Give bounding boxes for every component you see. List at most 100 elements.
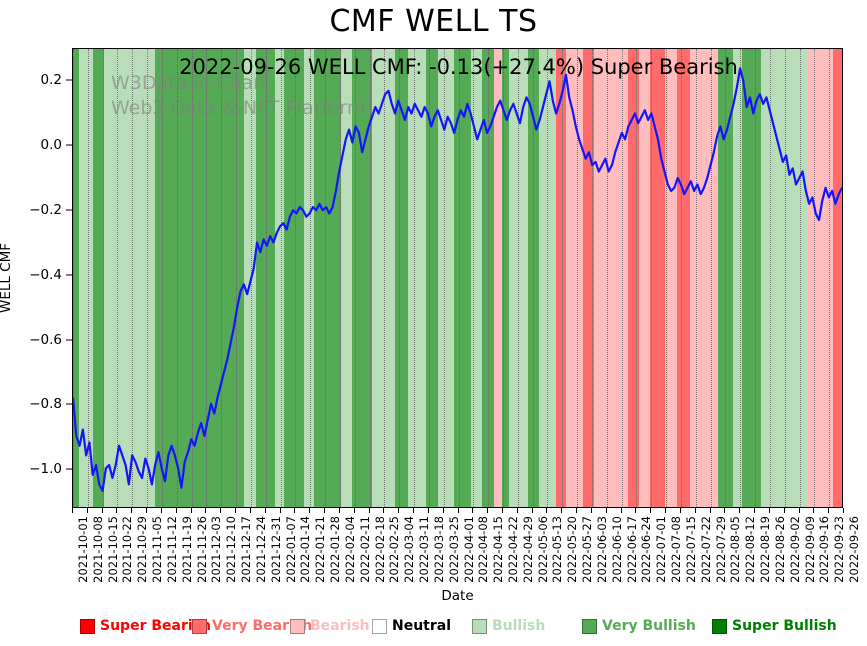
x-tick-label: 2022-09-23: [832, 516, 847, 583]
regime-band: [453, 49, 471, 507]
gridline: [280, 49, 282, 507]
legend-label: Super Bearish: [100, 618, 211, 634]
gridline: [829, 49, 831, 507]
gridline: [428, 49, 430, 507]
legend-swatch-icon: [472, 618, 487, 634]
gridline: [621, 49, 623, 507]
gridline: [488, 49, 490, 507]
gridline: [458, 49, 460, 507]
x-tick-mark: [546, 508, 548, 513]
legend-item-bullish[interactable]: Bullish: [472, 618, 545, 634]
x-tick-mark: [427, 508, 429, 513]
legend: Super Bearish Very Bearish Bearish Neutral B…: [72, 618, 843, 642]
x-tick-label: 2021-12-03: [209, 516, 224, 583]
x-tick-mark: [709, 508, 711, 513]
legend-swatch-icon: [712, 618, 727, 634]
legend-item-super-bullish[interactable]: Super Bullish: [712, 618, 837, 634]
x-tick-mark: [768, 508, 770, 513]
y-tick-label: −0.6: [29, 331, 62, 348]
x-tick-mark: [501, 508, 503, 513]
gridline: [517, 49, 519, 507]
gridline: [799, 49, 801, 507]
x-tick-label: 2022-09-26: [847, 516, 861, 583]
x-tick-label: 2021-10-01: [76, 516, 90, 583]
x-tick-mark: [665, 508, 667, 513]
x-tick-label: 2021-10-29: [135, 516, 150, 583]
x-tick-mark: [828, 508, 830, 513]
gridline: [191, 49, 193, 507]
x-tick-label: 2021-11-19: [179, 516, 194, 583]
x-tick-mark: [650, 508, 652, 513]
y-tick-label: 0.0: [40, 137, 62, 154]
x-tick-mark: [146, 508, 148, 513]
x-tick-mark: [294, 508, 296, 513]
gridline: [221, 49, 223, 507]
x-tick-mark: [576, 508, 578, 513]
gridline: [132, 49, 134, 507]
regime-band: [760, 49, 807, 507]
regime-band: [638, 49, 650, 507]
regime-band: [628, 49, 639, 507]
y-tick-mark: [66, 274, 72, 276]
y-tick-mark: [66, 339, 72, 341]
regime-band: [677, 49, 690, 507]
regime-band: [372, 49, 396, 507]
x-tick-mark: [324, 508, 326, 513]
legend-swatch-icon: [372, 618, 387, 634]
x-tick-mark: [798, 508, 800, 513]
x-tick-label: 2022-06-24: [639, 516, 654, 583]
series-line: [73, 67, 842, 492]
regime-band: [481, 49, 494, 507]
gridline: [740, 49, 742, 507]
regime-band: [352, 49, 373, 507]
gridline: [310, 49, 312, 507]
y-tick-mark: [66, 79, 72, 81]
regime-band: [304, 49, 314, 507]
gridline: [769, 49, 771, 507]
legend-label: Very Bearish: [212, 618, 313, 634]
x-tick-label: 2022-05-06: [535, 516, 550, 583]
gridline: [443, 49, 445, 507]
regime-band: [538, 49, 556, 507]
legend-item-very-bullish[interactable]: Very Bullish: [582, 618, 696, 634]
regime-band: [501, 49, 510, 507]
y-tick-label: −1.0: [29, 461, 62, 478]
x-tick-label: 2022-04-15: [491, 516, 506, 583]
x-tick-label: 2021-11-26: [194, 516, 209, 583]
y-tick-mark: [66, 403, 72, 405]
regime-bands: [73, 49, 842, 507]
x-tick-label: 2022-04-22: [505, 516, 520, 583]
gridline: [636, 49, 638, 507]
x-tick-mark: [590, 508, 592, 513]
x-tick-mark: [383, 508, 385, 513]
x-tick-mark: [160, 508, 162, 513]
regime-band: [742, 49, 761, 507]
x-tick-label: 2022-02-25: [387, 516, 402, 583]
x-tick-label: 2022-05-27: [580, 516, 595, 583]
x-tick-mark: [561, 508, 563, 513]
gridline: [473, 49, 475, 507]
x-tick-label: 2022-01-28: [328, 516, 343, 583]
x-tick-label: 2022-05-13: [550, 516, 565, 583]
regime-band: [717, 49, 733, 507]
legend-item-super-bearish[interactable]: Super Bearish: [80, 618, 211, 634]
x-tick-label: 2022-07-08: [669, 516, 684, 583]
regime-band: [313, 49, 342, 507]
legend-item-very-bearish[interactable]: Very Bearish: [192, 618, 312, 634]
x-tick-label: 2021-10-15: [105, 516, 120, 583]
latest-value-annotation: 2022-09-26 WELL CMF: -0.13(+27.4%) Super…: [179, 55, 738, 79]
x-tick-mark: [754, 508, 756, 513]
legend-item-neutral[interactable]: Neutral: [372, 618, 451, 634]
x-tick-label: 2022-07-15: [683, 516, 698, 583]
x-tick-label: 2022-09-16: [817, 516, 832, 583]
x-tick-mark: [309, 508, 311, 513]
x-axis-label: Date: [441, 588, 474, 604]
x-tick-label: 2021-12-17: [239, 516, 254, 583]
x-tick-label: 2021-12-31: [268, 516, 283, 583]
gridline: [117, 49, 119, 507]
gridline: [87, 49, 89, 507]
gridline: [399, 49, 401, 507]
legend-item-bearish[interactable]: Bearish: [290, 618, 370, 634]
x-tick-label: 2022-07-01: [654, 516, 669, 583]
